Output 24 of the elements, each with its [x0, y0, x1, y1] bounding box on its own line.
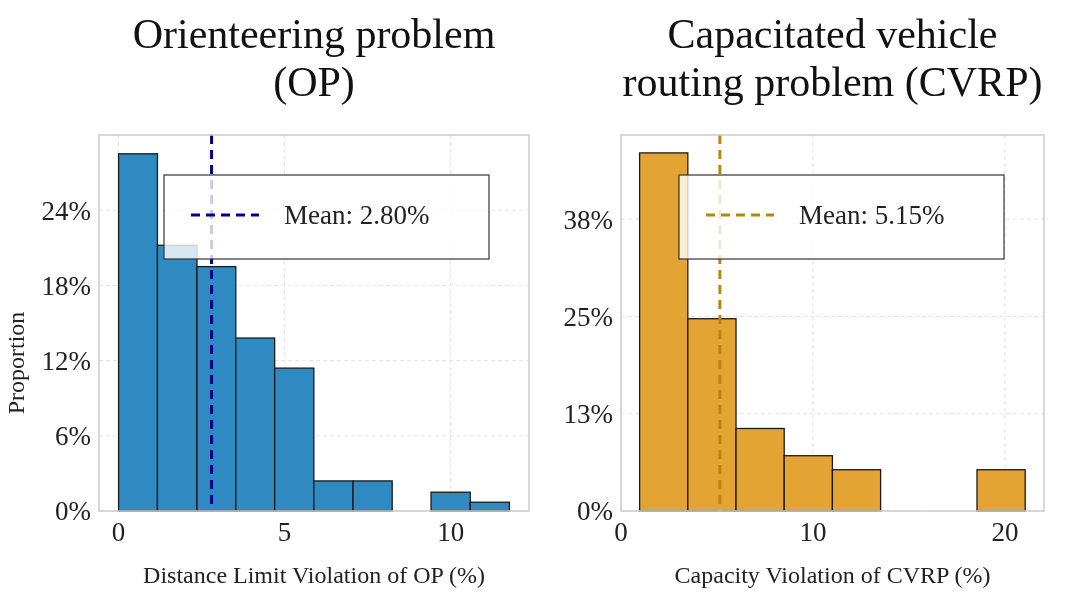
legend: Mean: 2.80%: [163, 174, 490, 260]
x-tick-label: 0: [614, 517, 628, 547]
y-tick-label: 24%: [41, 195, 91, 226]
y-tick-label: 25%: [563, 301, 613, 332]
y-axis-title: Proportion: [3, 311, 29, 415]
chart-title: Orienteering problem (OP): [132, 11, 496, 106]
y-tick-label: 13%: [563, 399, 613, 430]
legend: Mean: 5.15%: [678, 174, 1005, 260]
y-tick-label: 18%: [41, 270, 91, 301]
x-tick-label: 5: [277, 517, 292, 547]
y-tick-label: 12%: [41, 346, 91, 377]
x-tick-label: 20: [991, 517, 1019, 547]
x-axis-title: Capacity Violation of CVRP (%): [674, 562, 991, 588]
y-tick-label: 0%: [577, 496, 613, 527]
chart-title: Capacitated vehicle routing problem (CVRP): [622, 11, 1043, 106]
y-tick-label: 38%: [563, 204, 613, 235]
x-tick-label: 10: [799, 517, 827, 547]
y-tick-label: 0%: [55, 496, 91, 527]
ref-line-label: Mean: 5.15%: [799, 200, 945, 231]
x-axis-title: Distance Limit Violation of OP (%): [143, 562, 485, 588]
ref-line-label: Mean: 2.80%: [284, 200, 430, 231]
x-tick-label: 10: [437, 517, 465, 547]
y-tick-label: 6%: [55, 421, 91, 452]
x-tick-label: 0: [111, 517, 126, 547]
